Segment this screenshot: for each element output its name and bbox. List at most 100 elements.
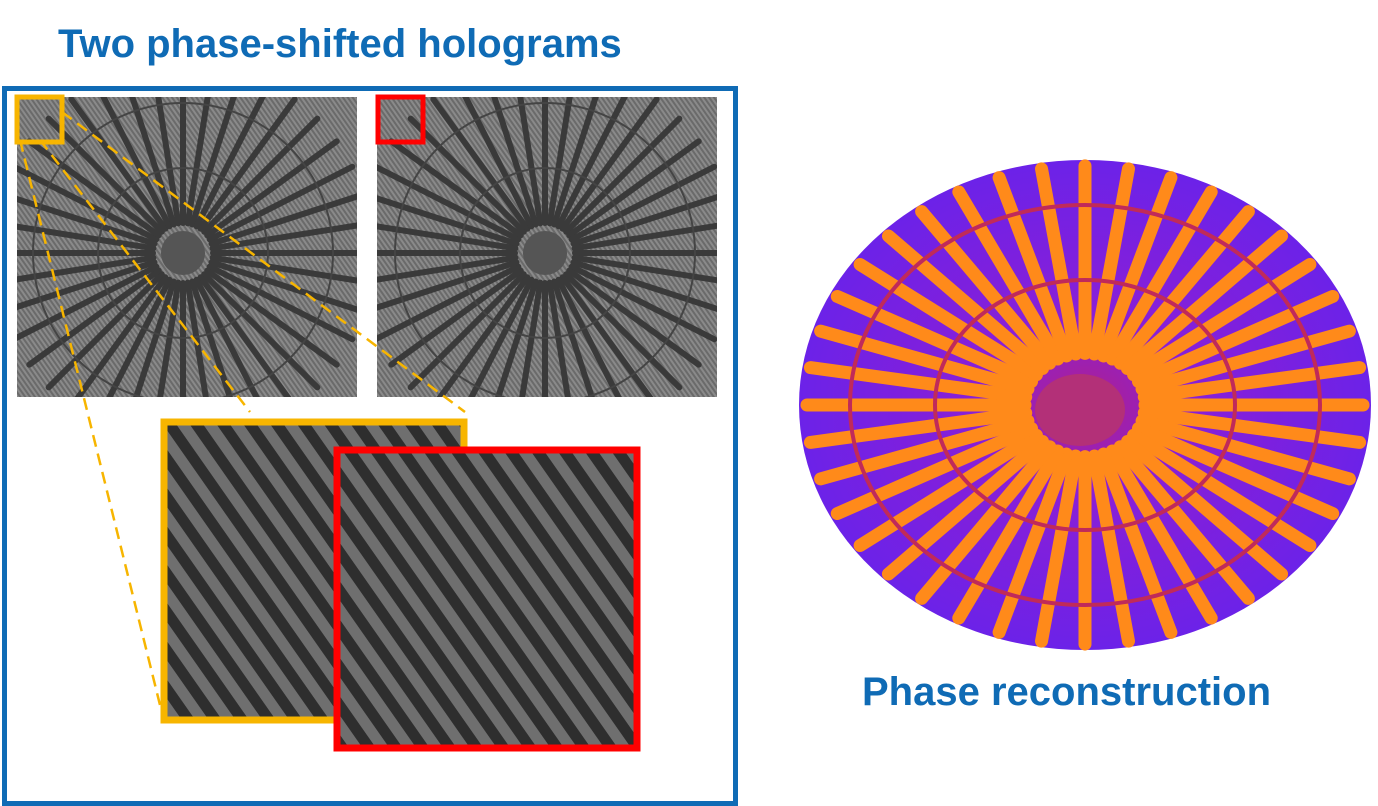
phase-spoke [952,444,1065,625]
hologram-1-spoke [204,267,340,368]
hologram-1-spoke [45,271,165,391]
phase-spoke [1127,257,1317,382]
hologram-1-spoke [17,254,157,283]
hologram-1-spoke [26,138,162,239]
phase-reconstruction [799,159,1371,651]
phase-spoke [803,361,1033,404]
hologram-1-spoke [68,97,169,232]
phase-spoke [1087,449,1135,648]
phase-spoke [1035,449,1083,648]
phase-spoke [1131,289,1340,389]
hologram-2-spoke [559,274,654,397]
hologram-1-spoke [106,276,173,397]
hologram-2-center [523,231,567,275]
phase-spoke [1113,440,1255,605]
hologram-2-spoke [571,222,717,252]
hologram-1-spoke [208,193,357,247]
hologram-1-spoke [197,274,292,397]
hologram-2-spoke [570,259,717,313]
phase-spoke [830,289,1039,389]
phase-spoke [830,421,1039,521]
hologram-2-spoke [495,278,539,397]
orange-highlight-box [14,94,65,145]
phase-spoke [1131,421,1340,521]
hologram-2-spoke [517,97,544,227]
hologram-2-spoke [436,274,531,397]
hologram-1-spoke [209,254,357,284]
hologram-2-spoke [555,97,628,230]
phase-spoke [1097,171,1178,363]
phase-center [1035,374,1125,446]
hologram-2-spoke [377,263,522,342]
hologram-1-spoke [17,195,158,247]
phase-spoke [952,185,1065,366]
hologram-2-spoke [468,276,535,397]
hologram-2-spokes [377,97,717,397]
hologram-1-spoke [26,267,162,368]
hologram-2-spoke [377,164,522,243]
hologram-2-spoke [407,271,527,391]
hologram-1-spoke [201,271,321,391]
zoom-lines [18,110,466,706]
zoomed-hologram-2 [333,446,641,752]
hologram-1-spoke [157,279,182,397]
phase-spoke [1127,428,1317,553]
hologram-2 [377,97,717,397]
phase-spoke [992,171,1073,363]
reconstruction-title: Phase reconstruction [862,670,1272,714]
hologram-2-spoke [377,254,519,283]
hologram-1-spoke [201,115,321,235]
hologram-1-spoke [74,274,169,397]
hologram-2-spoke [551,278,595,397]
hologram-1-spoke [17,263,160,341]
phase-spoke [992,447,1073,639]
hologram-2-spoke [563,115,683,235]
hologram-1-spoke [184,97,211,227]
phase-spoke [1087,162,1135,361]
hologram-2-spoke [377,259,520,311]
hologram-1-spoke [133,278,177,397]
hologram-1-spoke [193,97,266,230]
hologram-1-spoke [129,97,177,228]
phase-spoke [1120,434,1289,581]
hologram-2-spoke [546,279,571,397]
hologram-2-spoke [570,193,717,247]
hologram-2-spoke [571,254,717,284]
hologram-1-spoke [197,97,298,232]
phase-spoke [881,229,1050,376]
phase-spoke [915,205,1057,370]
hologram-2-spoke [559,97,660,232]
hologram-1-spoke [184,279,209,397]
phase-spoke [803,406,1033,449]
hologram-2-spoke [566,138,702,239]
phase-spoke [1137,361,1367,404]
hologram-2-spoke [519,279,544,397]
holograms-title: Two phase-shifted holograms [58,22,622,66]
hologram-1-spoke [208,259,357,313]
hologram-2-spoke [563,271,683,391]
hologram-2-spoke [555,276,622,397]
phase-spoke [853,257,1043,382]
hologram-1-spoke [204,138,340,239]
hologram-1-spokes [17,97,357,397]
hologram-2-spoke [430,97,531,232]
hologram-1-spoke [17,165,160,243]
red-highlight-box [375,94,426,145]
hologram-1-spoke [100,97,173,230]
hologram-2-spoke [388,267,524,368]
hologram-1-spoke [206,163,356,243]
hologram-1-spoke [189,278,233,397]
hologram-1-spoke [17,259,158,311]
hologram-2-spoke [407,115,527,235]
phase-spoke [853,428,1043,553]
phase-spoke [1105,185,1218,366]
hologram-2-spoke [566,267,702,368]
hologram-2-spoke [568,163,717,243]
phase-spoke [1135,324,1356,396]
hologram-2-spoke [377,223,519,252]
hologram-1-spoke [189,97,237,228]
hologram-1-spoke [17,223,157,252]
phase-spoke [1097,447,1178,639]
hologram-1-spoke [193,276,260,397]
